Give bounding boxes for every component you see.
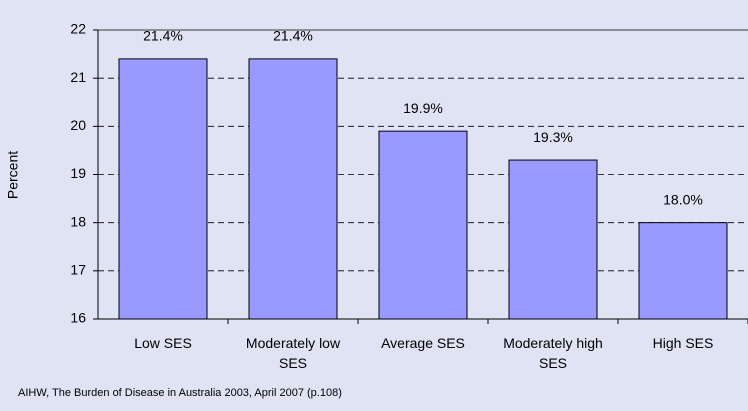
value-label: 19.9% xyxy=(403,100,443,116)
x-tick-label: Moderately low SES xyxy=(245,335,341,371)
bar xyxy=(638,222,728,320)
y-tick-label: 20 xyxy=(70,117,86,133)
value-label: 19.3% xyxy=(533,129,573,145)
y-tick-label: 17 xyxy=(70,262,86,278)
value-label: 21.4% xyxy=(273,28,313,44)
bar xyxy=(508,159,598,320)
y-tick-label: 22 xyxy=(70,21,86,37)
y-tick-label: 16 xyxy=(70,310,86,326)
x-tick-label: Low SES xyxy=(134,335,192,351)
bar xyxy=(248,58,338,320)
value-label: 21.4% xyxy=(143,28,183,44)
value-label: 18.0% xyxy=(663,191,703,207)
y-tick-label: 18 xyxy=(70,213,86,229)
x-tick-label: High SES xyxy=(652,335,714,351)
source-note: AIHW, The Burden of Disease in Australia… xyxy=(18,387,342,399)
x-tick-label: Moderately high SES xyxy=(503,335,603,371)
y-tick-label: 21 xyxy=(70,69,86,85)
y-tick-label: 19 xyxy=(70,165,86,181)
x-tick-label: Average SES xyxy=(381,335,465,351)
bar xyxy=(118,58,208,320)
bar xyxy=(378,130,468,320)
y-axis-label: Percent xyxy=(5,151,21,199)
